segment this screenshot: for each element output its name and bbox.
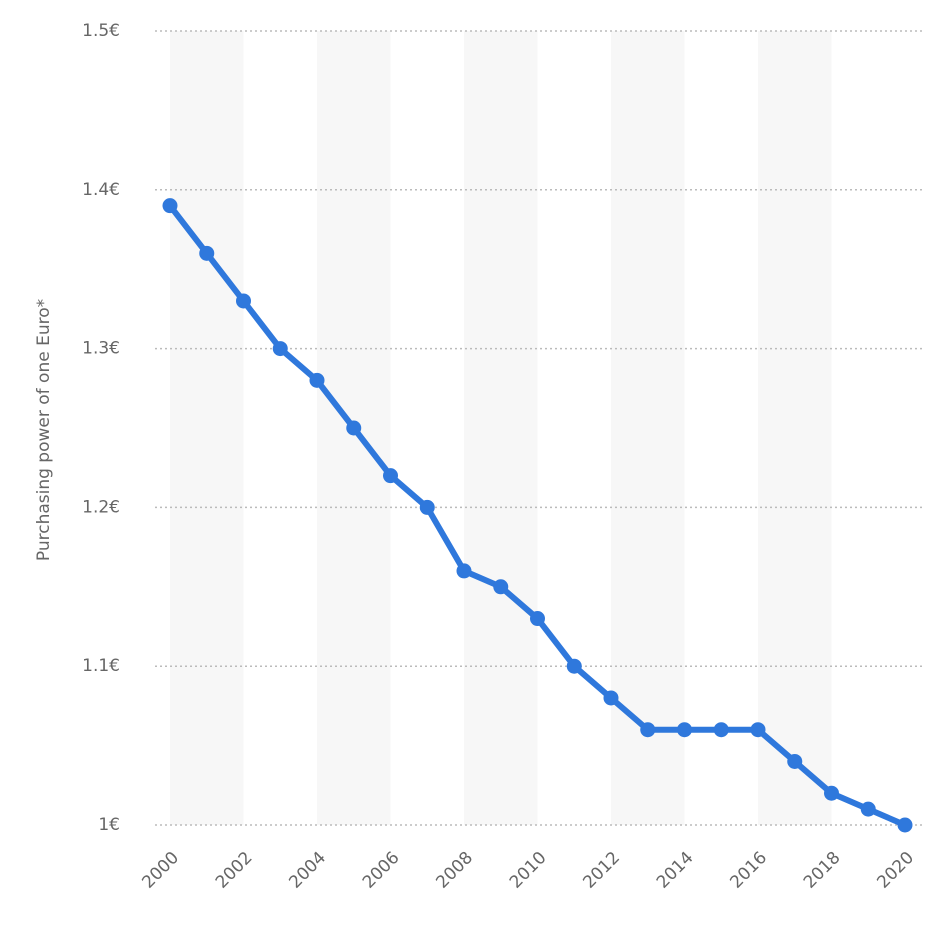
background-band xyxy=(170,31,244,825)
data-point xyxy=(530,611,545,627)
y-tick-label: 1.3€ xyxy=(82,339,120,359)
data-point xyxy=(162,198,178,214)
data-point xyxy=(640,722,656,738)
data-point xyxy=(713,722,729,738)
x-tick-label: 2010 xyxy=(506,848,551,893)
data-point xyxy=(897,817,913,833)
y-tick-label: 1.4€ xyxy=(82,180,120,200)
background-band xyxy=(611,31,685,825)
x-tick-label: 2000 xyxy=(138,848,183,893)
data-point xyxy=(677,722,692,738)
data-point xyxy=(860,801,876,817)
data-point xyxy=(309,372,325,388)
data-point xyxy=(456,563,472,579)
data-point xyxy=(824,785,839,801)
data-point xyxy=(346,420,362,436)
data-point xyxy=(236,293,251,309)
data-point xyxy=(787,753,803,769)
data-point xyxy=(272,341,288,357)
data-point xyxy=(566,658,582,674)
data-point xyxy=(750,722,766,738)
y-tick-label: 1.2€ xyxy=(82,497,120,517)
background-band xyxy=(464,31,538,825)
x-tick-label: 2002 xyxy=(212,848,257,893)
data-point xyxy=(603,690,619,706)
y-axis-label: Purchasing power of one Euro* xyxy=(34,299,54,561)
data-point xyxy=(493,579,509,595)
data-point xyxy=(419,499,435,515)
x-tick-label: 2004 xyxy=(285,848,330,893)
y-tick-label: 1.5€ xyxy=(82,21,120,41)
x-tick-label: 2012 xyxy=(579,848,624,893)
x-tick-label: 2020 xyxy=(873,848,918,893)
x-tick-label: 2006 xyxy=(359,848,404,893)
x-tick-label: 2014 xyxy=(653,848,698,893)
y-tick-label: 1€ xyxy=(98,815,120,835)
background-band xyxy=(758,31,832,825)
x-tick-label: 2008 xyxy=(432,848,477,893)
y-tick-label: 1.1€ xyxy=(82,656,120,676)
data-point xyxy=(199,245,215,261)
x-tick-label: 2016 xyxy=(726,848,771,893)
data-point xyxy=(383,468,398,484)
x-tick-label: 2018 xyxy=(800,848,845,893)
